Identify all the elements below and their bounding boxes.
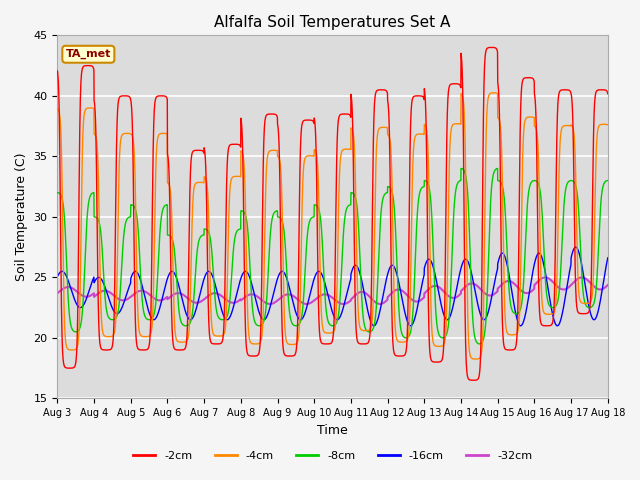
- Y-axis label: Soil Temperature (C): Soil Temperature (C): [15, 153, 28, 281]
- Legend: -2cm, -4cm, -8cm, -16cm, -32cm: -2cm, -4cm, -8cm, -16cm, -32cm: [129, 446, 536, 466]
- X-axis label: Time: Time: [317, 424, 348, 437]
- Title: Alfalfa Soil Temperatures Set A: Alfalfa Soil Temperatures Set A: [214, 15, 451, 30]
- Text: TA_met: TA_met: [66, 49, 111, 60]
